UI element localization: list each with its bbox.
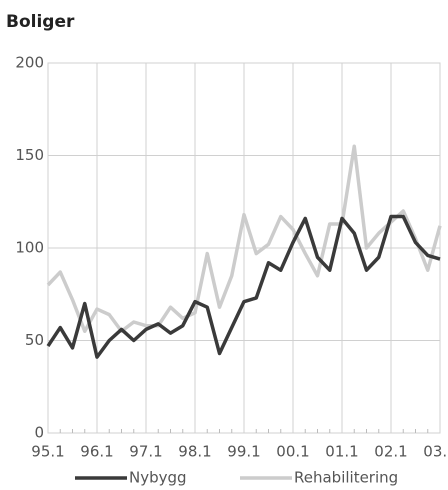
chart-title: Boliger (6, 12, 75, 32)
y-tick-label: 200 (15, 54, 44, 72)
y-tick-label: 150 (15, 146, 44, 164)
x-tick-label: 99.1 (227, 443, 260, 461)
line-series (46, 144, 442, 333)
legend-label: Nybygg (129, 469, 187, 487)
y-tick-label: 100 (15, 239, 44, 257)
legend-label: Rehabilitering (294, 469, 398, 487)
y-tick-label: 50 (25, 331, 44, 349)
line-series (46, 214, 441, 359)
x-tick-label: 02.1 (374, 443, 407, 461)
x-tick-label: 95.1 (31, 443, 64, 461)
y-tick-label: 0 (34, 424, 44, 442)
x-tick-label: 00.1 (276, 443, 309, 461)
x-tick-label: 03.1 (423, 443, 448, 461)
x-tick-label: 96.1 (80, 443, 113, 461)
x-tick-label: 97.1 (129, 443, 162, 461)
x-tick-label: 98.1 (178, 443, 211, 461)
x-tick-label: 01.1 (325, 443, 358, 461)
